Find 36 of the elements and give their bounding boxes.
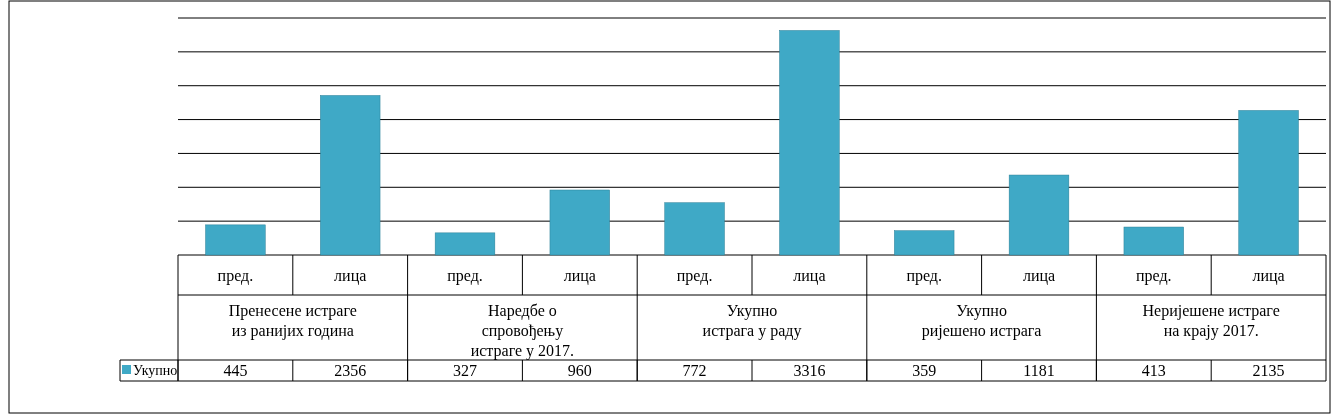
bar <box>894 230 955 256</box>
legend-label: Укупно <box>133 363 178 378</box>
data-label: 960 <box>567 362 592 379</box>
text: Пренесене истраге из ранијих година <box>228 302 357 340</box>
x-tick-label: пред. <box>217 267 254 285</box>
bar <box>779 30 840 256</box>
x-tick-label: лица <box>334 267 367 285</box>
data-label: 1181 <box>1023 362 1055 379</box>
bar <box>549 189 610 256</box>
x-tick-label: лица <box>1022 267 1056 285</box>
text: Укупно истрага у раду <box>702 302 802 340</box>
x-tick-label: пред. <box>1136 267 1172 285</box>
bar <box>1238 110 1299 256</box>
x-tick-label: пред. <box>447 267 483 285</box>
data-label: 359 <box>912 362 937 379</box>
x-tick-label: лица <box>563 267 596 285</box>
data-label: 772 <box>682 362 707 379</box>
bar <box>1008 174 1070 256</box>
data-label: 413 <box>1141 362 1166 379</box>
x-tick-label: пред. <box>906 267 942 285</box>
data-label: 3316 <box>793 362 826 379</box>
data-label: 327 <box>453 362 477 379</box>
data-label: 445 <box>223 362 248 379</box>
bar <box>1123 226 1184 256</box>
bar <box>205 224 266 256</box>
x-tick-label: пред. <box>676 267 713 285</box>
data-label: 2356 <box>334 362 367 379</box>
x-tick-label: лица <box>1252 267 1285 285</box>
text: Укупно ријешено истрага <box>921 302 1042 340</box>
data-label: 2135 <box>1252 362 1285 379</box>
bar <box>434 232 496 256</box>
text: Неријешене истраге на крају 2017. <box>1142 302 1280 340</box>
x-tick-label: лица <box>793 267 826 285</box>
bar <box>664 202 725 256</box>
bar <box>320 95 381 256</box>
text: Наредбе о спровођењу истраге у 2017. <box>470 302 575 360</box>
